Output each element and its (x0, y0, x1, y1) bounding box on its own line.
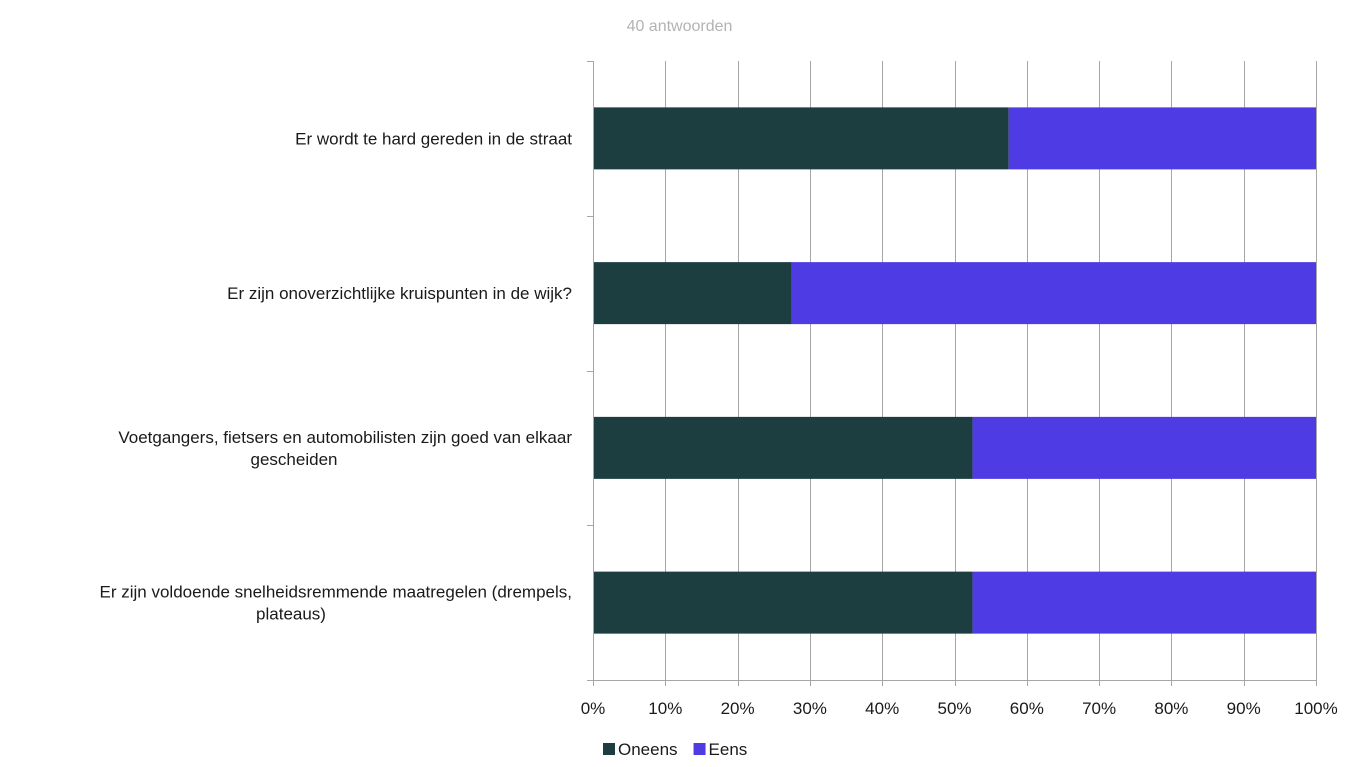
bar-oneens (593, 571, 973, 634)
x-tick-label: 70% (1082, 699, 1116, 718)
bar-eens (791, 262, 1316, 325)
category-label: Er wordt te hard gereden in de straat (295, 129, 572, 148)
axes (587, 61, 1317, 686)
bars (593, 107, 1316, 634)
x-tick-label: 10% (648, 699, 682, 718)
bar-eens (1008, 107, 1316, 170)
legend-swatch-oneens (603, 743, 615, 755)
bar-eens (972, 416, 1316, 479)
x-axis-tick-labels: 0% 10% 20% 30% 40% 50% 60% 70% 80% 90% 100% (581, 699, 1338, 718)
category-label: Voetgangers, fietsers en automobilisten … (118, 428, 572, 469)
x-tick-label: 40% (865, 699, 899, 718)
category-label-line: Voetgangers, fietsers en automobilisten … (118, 428, 572, 447)
legend-label-eens: Eens (709, 740, 748, 759)
category-label: Er zijn onoverzichtlijke kruispunten in … (227, 284, 572, 303)
category-label-line: Er wordt te hard gereden in de straat (295, 129, 572, 148)
x-tick-label: 90% (1227, 699, 1261, 718)
bar-oneens (593, 107, 1009, 170)
bar-oneens (593, 416, 973, 479)
x-tick-label: 30% (793, 699, 827, 718)
category-labels: Er wordt te hard gereden in de straat Er … (100, 129, 573, 623)
chart-subtitle: 40 antwoorden (627, 18, 733, 35)
bar-eens (972, 571, 1316, 634)
x-tick-label: 0% (581, 699, 606, 718)
x-tick-label: 100% (1294, 699, 1337, 718)
category-label-line: Er zijn onoverzichtlijke kruispunten in … (227, 284, 572, 303)
x-tick-label: 80% (1154, 699, 1188, 718)
x-tick-label: 60% (1010, 699, 1044, 718)
x-tick-label: 20% (721, 699, 755, 718)
category-label-line: plateaus) (256, 605, 326, 624)
bar-oneens (593, 262, 792, 325)
legend-label-oneens: Oneens (618, 740, 678, 759)
category-label: Er zijn voldoende snelheidsremmende maat… (100, 583, 572, 624)
category-label-line: Er zijn voldoende snelheidsremmende maat… (100, 583, 572, 602)
legend-swatch-eens (693, 743, 706, 755)
category-label-line: gescheiden (251, 450, 338, 469)
x-tick-label: 50% (937, 699, 971, 718)
legend: Oneens Eens (603, 740, 747, 759)
